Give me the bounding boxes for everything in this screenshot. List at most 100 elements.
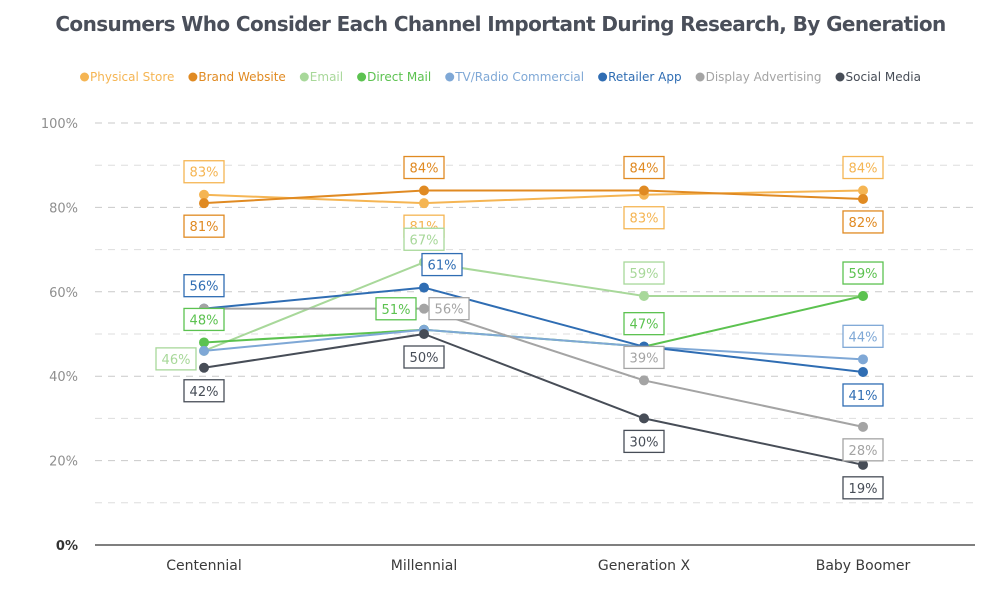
data-labels: 83%81%83%84%81%84%84%82%46%67%59%48%51%4… xyxy=(155,155,884,500)
data-label: 61% xyxy=(428,259,457,274)
data-point xyxy=(199,337,209,348)
series-line xyxy=(203,189,864,205)
chart-title: Consumers Who Consider Each Channel Impo… xyxy=(55,12,946,36)
data-point xyxy=(199,198,209,209)
y-tick-label: 40% xyxy=(49,370,78,385)
data-point xyxy=(639,375,649,386)
y-tick-label: 100% xyxy=(41,117,78,132)
legend-item: Display Advertising xyxy=(695,70,822,84)
data-label: 30% xyxy=(630,435,659,450)
data-label: 50% xyxy=(410,351,439,366)
data-point xyxy=(419,198,429,209)
axes: 0% 20% 40% 60% 80% 100% Centennial Millennial Ge… xyxy=(41,117,975,574)
data-label: 56% xyxy=(190,280,219,295)
data-label: 59% xyxy=(630,267,659,282)
x-tick-label: Centennial xyxy=(166,558,241,574)
data-point xyxy=(199,345,209,356)
data-point xyxy=(199,362,209,373)
data-label: 82% xyxy=(849,216,878,231)
data-label-box xyxy=(623,206,665,230)
legend-label: Direct Mail xyxy=(367,70,431,84)
data-point xyxy=(858,459,868,470)
legend-marker xyxy=(445,72,455,82)
data-label-box xyxy=(403,345,445,369)
data-label: 28% xyxy=(849,444,878,459)
data-label: 51% xyxy=(382,303,411,318)
data-label: 59% xyxy=(849,267,878,282)
legend: Physical Store Brand Website Email Direct M… xyxy=(80,70,921,84)
legend-label: Display Advertising xyxy=(706,70,822,84)
series-line xyxy=(204,307,864,428)
data-point xyxy=(858,421,868,432)
data-label: 81% xyxy=(190,220,219,235)
legend-marker xyxy=(835,72,845,82)
data-point xyxy=(858,193,868,204)
legend-item: TV/Radio Commercial xyxy=(445,70,584,84)
legend-label: Email xyxy=(310,70,343,84)
data-point xyxy=(858,354,868,365)
y-tick-label: 0% xyxy=(56,539,78,554)
data-label-box xyxy=(842,383,884,407)
data-label-box xyxy=(623,429,665,454)
legend-marker xyxy=(299,72,309,82)
data-label: 44% xyxy=(849,330,878,345)
legend-label: Physical Store xyxy=(90,70,174,84)
data-point xyxy=(199,189,209,200)
data-label: 48% xyxy=(190,313,219,328)
legend-item: Direct Mail xyxy=(357,70,431,84)
y-tick-label: 20% xyxy=(49,455,78,470)
data-label: 67% xyxy=(410,233,439,248)
series-line xyxy=(203,261,863,352)
data-label: 19% xyxy=(849,482,878,497)
legend-label: Retailer App xyxy=(608,70,681,84)
data-label-box xyxy=(183,274,225,298)
data-label-box xyxy=(183,160,225,184)
legend-label: Social Media xyxy=(846,70,921,84)
data-point xyxy=(419,303,429,314)
series-line xyxy=(203,328,864,361)
data-label: 42% xyxy=(190,385,219,400)
data-label-box xyxy=(623,312,665,336)
data-label: 83% xyxy=(190,166,219,181)
data-label-box xyxy=(842,210,884,234)
data-point xyxy=(419,282,429,293)
series-line xyxy=(203,333,864,466)
data-label-box xyxy=(375,297,417,321)
series-lines xyxy=(199,185,868,470)
data-point xyxy=(419,329,429,339)
series-line xyxy=(203,286,864,373)
data-label: 84% xyxy=(630,162,659,177)
data-label: 56% xyxy=(435,303,464,318)
data-label-box xyxy=(842,438,884,462)
data-label-box xyxy=(403,227,445,251)
data-label-box xyxy=(842,324,884,348)
series-line xyxy=(203,189,864,205)
data-point xyxy=(639,413,649,424)
data-label: 41% xyxy=(849,389,878,404)
data-label: 39% xyxy=(630,351,659,366)
legend-label: TV/Radio Commercial xyxy=(454,70,584,84)
legend-item: Social Media xyxy=(835,70,921,84)
legend-marker xyxy=(80,72,90,82)
legend-item: Email xyxy=(299,70,343,84)
data-label-box xyxy=(623,345,665,370)
data-label: 47% xyxy=(630,318,659,333)
data-label: 84% xyxy=(849,162,878,177)
data-label: 84% xyxy=(410,162,439,177)
data-point xyxy=(858,291,868,302)
data-label-box xyxy=(183,307,225,332)
data-label-box xyxy=(842,476,884,500)
y-tick-label: 60% xyxy=(49,286,78,301)
data-point xyxy=(639,185,649,196)
data-point xyxy=(858,366,868,377)
data-label-box xyxy=(421,252,463,277)
data-point xyxy=(419,185,429,196)
data-label: 83% xyxy=(630,212,659,227)
x-tick-label: Baby Boomer xyxy=(816,558,911,574)
data-label-box xyxy=(155,347,197,371)
legend-item: Brand Website xyxy=(188,70,286,84)
data-label-box xyxy=(842,261,884,285)
data-label: 46% xyxy=(162,353,191,368)
gridlines xyxy=(95,122,975,504)
